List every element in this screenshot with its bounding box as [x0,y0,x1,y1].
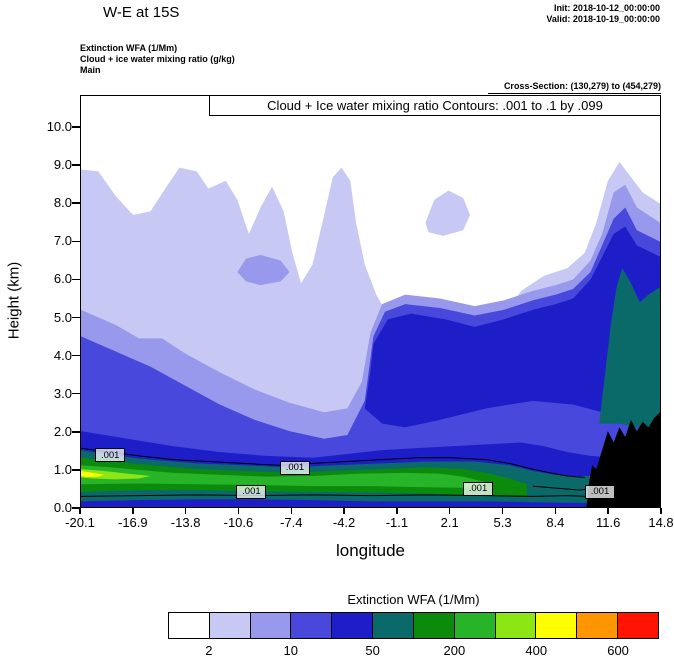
x-tick-mark [660,508,662,514]
field-line-extinction: Extinction WFA (1/Mm) [80,43,178,53]
x-tick-label: -16.9 [117,515,148,530]
field-line-domain: Main [80,65,101,75]
x-tick-label: -7.4 [280,515,303,530]
colorbar-cell [250,613,292,638]
y-tick-label: 5.0 [53,309,72,325]
field-region-blue-main [81,207,660,507]
field-region-teal-column [599,268,660,432]
contour-label: .001 [584,484,615,499]
field-region-terrain [586,412,660,507]
x-tick-label: 2.1 [440,515,459,530]
field-region-bright-green-band [81,465,487,489]
contour-label: .001 [236,484,267,499]
y-tick-label: 7.0 [53,233,72,249]
y-tick-mark [72,316,80,319]
y-tick-label: 9.0 [53,157,72,173]
cross-section-rule [488,93,661,94]
contour-info-text: Cloud + Ice water mixing ratio Contours:… [267,98,603,113]
colorbar-cell [169,613,210,638]
x-tick-mark [501,508,504,514]
contour-line-001 [81,494,587,497]
y-tick-mark [72,278,80,281]
colorbar-title: Extinction WFA (1/Mm) [347,592,480,607]
x-tick-label: 8.4 [546,515,565,530]
colorbar-tick-label: 2 [205,643,213,658]
x-tick-mark [290,508,293,514]
y-tick-label: 6.0 [53,271,72,287]
plot-frame [80,95,661,508]
colorbar-cell [291,613,333,638]
colorbar-tick-label: 600 [607,643,629,658]
contour-label: .001 [462,481,493,496]
x-tick-label: -10.6 [223,515,254,530]
x-tick-mark [607,508,609,514]
y-tick-mark [72,469,80,471]
x-tick-label: -1.1 [385,515,409,530]
y-tick-label: 10.0 [46,119,72,134]
plot-title: W-E at 15S [103,4,180,21]
init-valid-block: Init: 2018-10-12_00:00:00 Valid: 2018-10… [546,3,660,25]
x-tick-label: -4.2 [332,515,356,530]
y-tick-mark [72,431,80,433]
cross-section-info: Cross-Section: (130,279) to (454,279) [503,81,661,91]
y-tick-label: 1.0 [53,461,72,477]
x-tick-mark [448,508,451,514]
x-tick-mark [79,508,81,514]
field-region-yellow-green-patch [81,469,151,480]
cross-section-field [81,161,660,507]
colorbar-cell [413,613,455,638]
colorbar-cell [495,613,537,638]
colorbar-cell [454,613,496,638]
colorbar-cell [618,613,658,638]
y-tick-mark [72,240,80,243]
y-tick-mark [72,392,80,395]
x-axis-label: longitude [335,541,405,560]
y-tick-label: 4.0 [53,347,72,363]
colorbar-cell [373,613,414,638]
x-tick-mark [132,508,134,514]
x-tick-label: 14.8 [648,515,674,530]
colorbar-cell [577,613,619,638]
contour-label: .001 [95,448,126,463]
colorbar-tick-label: 400 [525,643,548,658]
y-tick-mark [72,126,80,128]
x-tick-label: 5.3 [493,515,512,530]
y-tick-mark [72,507,80,509]
colorbar-cell [332,613,374,638]
x-tick-mark [237,508,240,514]
field-region-yellow-patch [81,470,105,478]
field-line-cloud-ice: Cloud + ice water mixing ratio (g/kg) [80,54,235,64]
field-region-lavender-blob [425,190,471,236]
y-tick-mark [72,164,80,166]
colorbar-tick-label: 10 [283,643,298,658]
init-time: Init: 2018-10-12_00:00:00 [553,3,660,13]
colorbar [168,612,659,639]
x-tick-label: -13.8 [170,515,201,530]
x-tick-mark [343,508,345,514]
field-region-periwinkle-blob [237,254,290,286]
x-tick-mark [184,508,187,514]
colorbar-tick-label: 50 [365,643,380,658]
y-axis-label: Height (km) [5,261,23,340]
y-tick-mark [72,354,80,357]
field-descriptions: Extinction WFA (1/Mm) Cloud + ice water … [80,43,235,76]
field-region-darkblue-wedge [364,226,660,428]
y-tick-label: 8.0 [53,195,72,211]
x-tick-mark [396,508,398,514]
colorbar-cell [209,613,251,638]
colorbar-tick-label: 200 [443,643,466,658]
y-tick-label: 0.0 [53,500,72,515]
valid-time: Valid: 2018-10-19_00:00:00 [546,14,660,24]
y-tick-label: 3.0 [53,385,72,401]
colorbar-cell [536,613,578,638]
x-tick-label: 11.6 [596,515,621,530]
y-tick-label: 2.0 [53,423,72,439]
x-tick-mark [554,508,557,514]
contour-label: .001 [279,460,310,475]
contour-line-001 [81,447,585,478]
y-tick-mark [72,202,80,204]
x-tick-label: -20.1 [65,515,95,530]
contour-info-box: Cloud + Ice water mixing ratio Contours:… [209,95,661,116]
